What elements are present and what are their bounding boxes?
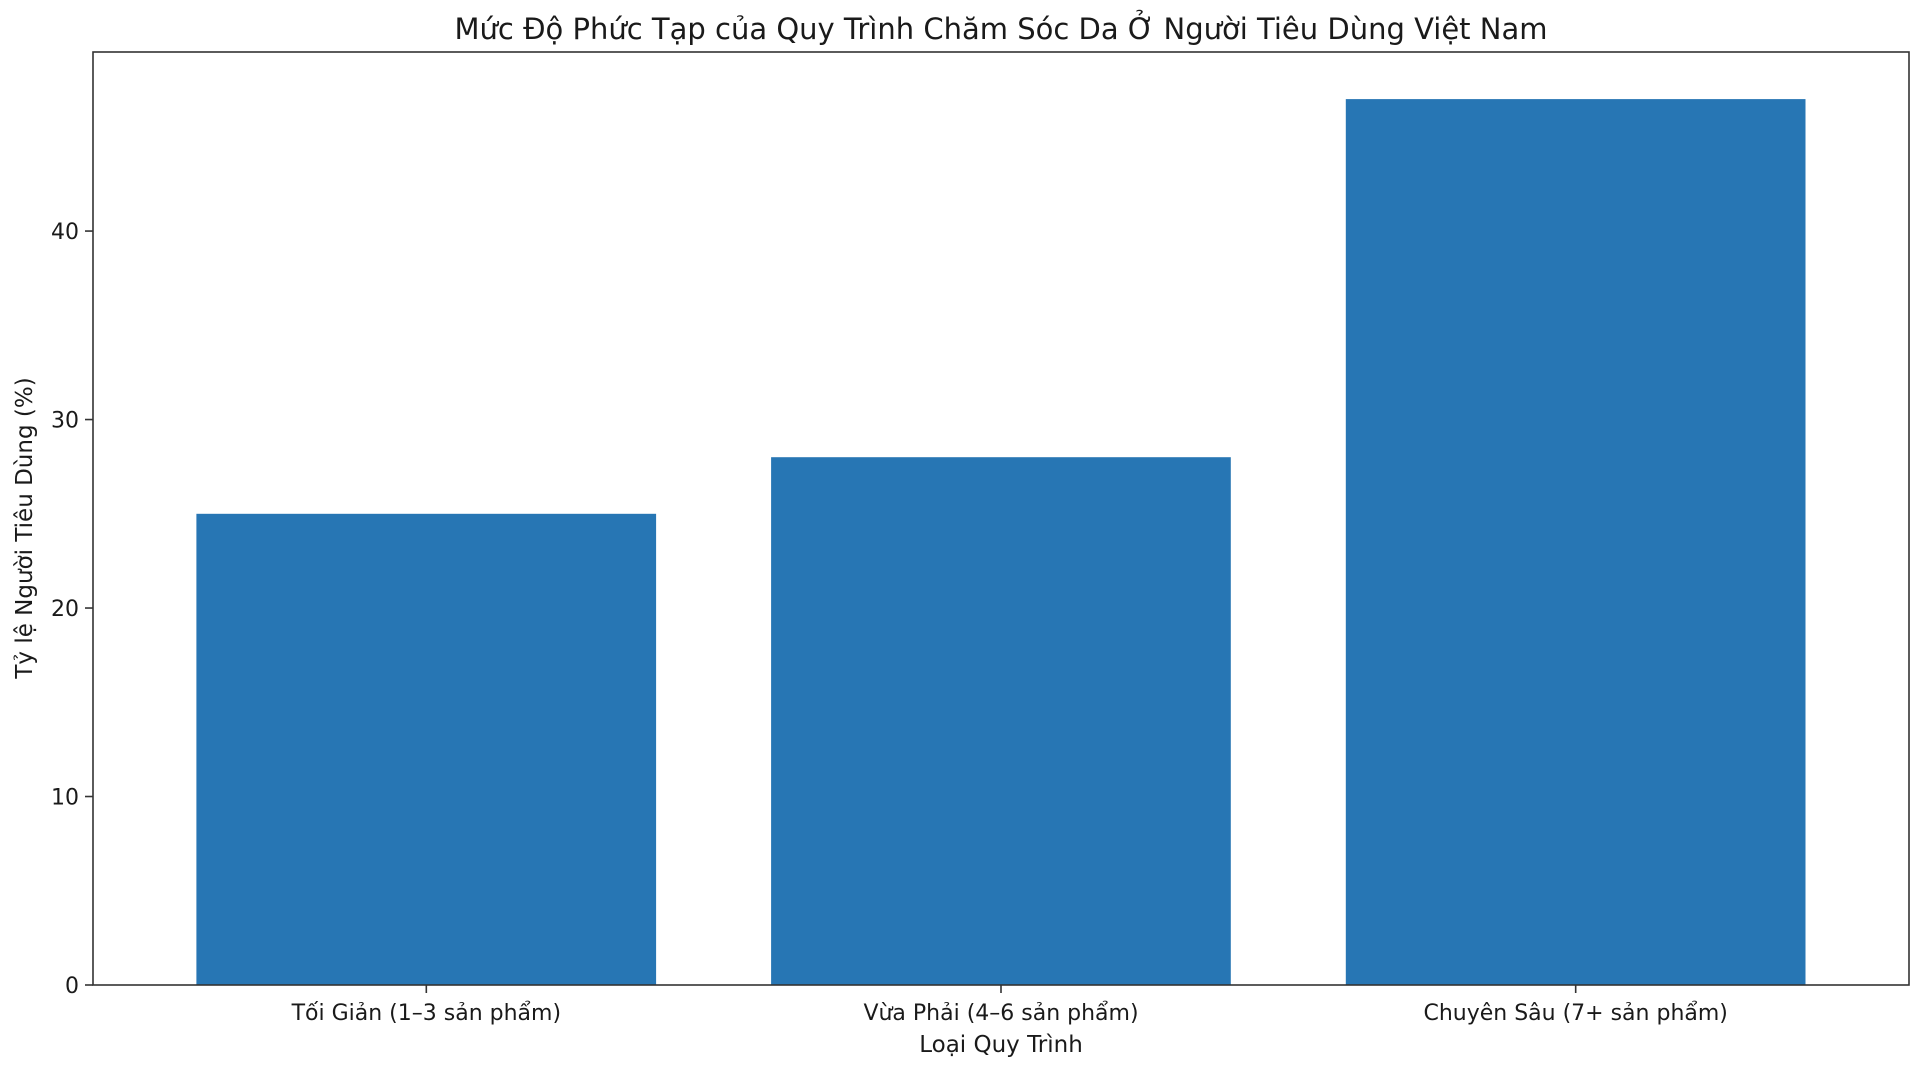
y-tick-label: 40 [51, 220, 79, 245]
y-tick-label: 0 [65, 974, 79, 999]
x-axis-ticks: Tối Giản (1–3 sản phẩm) Vừa Phải (4–6 sản… [291, 985, 1728, 1026]
y-tick-label: 30 [51, 409, 79, 434]
chart-title: Mức Độ Phức Tạp của Quy Trình Chăm Sóc D… [455, 10, 1548, 46]
y-axis-label: Tỷ lệ Người Tiêu Dùng (%) [12, 377, 38, 679]
bar-3 [1345, 99, 1806, 986]
y-tick-label: 20 [51, 597, 79, 622]
x-tick-label: Chuyên Sâu (7+ sản phẩm) [1423, 1001, 1727, 1026]
x-axis-label: Loại Quy Trình [919, 1032, 1083, 1058]
x-tick-label: Vừa Phải (4–6 sản phẩm) [863, 1001, 1138, 1026]
bar-2 [771, 457, 1231, 985]
x-tick-label: Tối Giản (1–3 sản phẩm) [291, 1001, 561, 1026]
y-tick-label: 10 [51, 786, 79, 811]
bars-layer [196, 99, 1806, 986]
y-axis-ticks: 0 10 20 30 40 [51, 220, 93, 999]
bar-1 [196, 513, 657, 985]
